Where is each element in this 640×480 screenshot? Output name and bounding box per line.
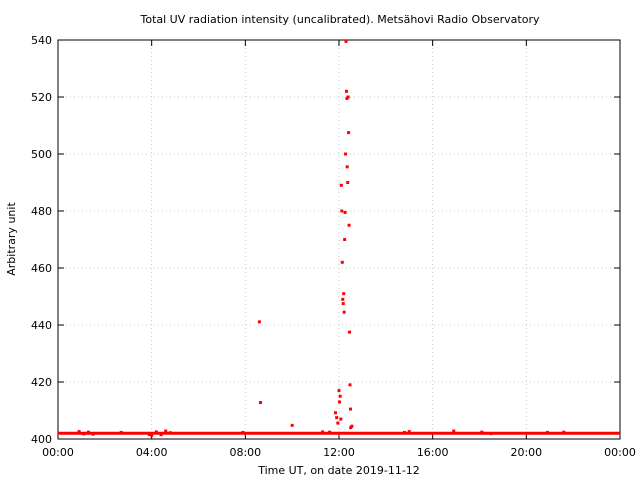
data-point xyxy=(342,292,346,296)
data-point xyxy=(545,430,549,434)
x-tick-label: 08:00 xyxy=(229,446,261,459)
data-point xyxy=(164,429,168,433)
y-tick-label: 420 xyxy=(31,376,52,389)
chart-title: Total UV radiation intensity (uncalibrat… xyxy=(140,13,540,26)
y-tick-label: 400 xyxy=(31,433,52,446)
data-point xyxy=(339,183,343,187)
x-tick-label: 20:00 xyxy=(510,446,542,459)
data-point xyxy=(341,302,345,306)
axis-ticks xyxy=(57,39,621,440)
data-point xyxy=(338,394,342,398)
plot-frame xyxy=(57,39,621,440)
y-axis-label: Arbitrary unit xyxy=(5,202,18,276)
data-point xyxy=(340,260,344,264)
data-point xyxy=(346,95,350,99)
y-tick-labels: 400 420 440 460 480 500 520 540 xyxy=(31,34,52,446)
data-point xyxy=(337,389,341,393)
data-point xyxy=(350,424,354,428)
y-tick-label: 480 xyxy=(31,205,52,218)
data-point xyxy=(343,238,347,241)
data-point xyxy=(321,430,325,434)
data-point xyxy=(345,165,349,169)
data-point xyxy=(168,431,172,435)
data-point xyxy=(348,330,352,334)
data-point xyxy=(159,433,163,437)
data-point xyxy=(337,400,341,404)
data-point xyxy=(344,39,348,43)
y-tick-label: 440 xyxy=(31,319,52,332)
data-point xyxy=(348,383,352,387)
data-point xyxy=(91,432,95,436)
data-point xyxy=(344,89,348,93)
data-point xyxy=(86,430,90,434)
data-point xyxy=(344,152,348,156)
y-tick-label: 520 xyxy=(31,91,52,104)
data-point xyxy=(257,320,261,324)
data-point xyxy=(342,310,346,314)
data-point xyxy=(340,209,344,213)
data-point xyxy=(562,430,566,434)
data-point xyxy=(407,430,411,434)
grid-lines xyxy=(58,40,620,439)
data-point xyxy=(343,210,347,214)
data-point xyxy=(290,423,294,427)
x-tick-label: 12:00 xyxy=(323,446,355,459)
data-point xyxy=(403,430,407,434)
data-point xyxy=(347,223,351,227)
y-tick-label: 460 xyxy=(31,262,52,275)
data-point xyxy=(150,433,154,437)
data-point xyxy=(336,421,340,425)
data-point xyxy=(339,417,343,421)
y-tick-label: 540 xyxy=(31,34,52,47)
data-point xyxy=(333,411,337,415)
uv-series xyxy=(58,39,620,437)
x-tick-label: 00:00 xyxy=(604,446,636,459)
data-point xyxy=(348,407,352,411)
y-tick-label: 500 xyxy=(31,148,52,161)
data-point xyxy=(259,401,263,405)
x-tick-label: 00:00 xyxy=(42,446,74,459)
data-point xyxy=(147,432,151,436)
data-point xyxy=(452,429,456,433)
x-tick-label: 16:00 xyxy=(417,446,449,459)
data-point xyxy=(82,432,86,436)
data-point xyxy=(119,430,123,434)
data-point xyxy=(346,181,350,184)
data-point xyxy=(335,416,339,420)
data-point xyxy=(489,432,493,436)
x-tick-labels: 00:00 04:00 08:00 12:00 16:00 20:00 00:00 xyxy=(42,446,636,459)
x-tick-label: 04:00 xyxy=(136,446,168,459)
x-axis-label: Time UT, on date 2019-11-12 xyxy=(257,464,420,477)
data-point xyxy=(77,430,81,434)
data-point xyxy=(347,131,351,135)
data-point xyxy=(241,430,245,434)
data-point xyxy=(154,430,158,434)
data-point xyxy=(341,297,345,301)
data-point xyxy=(328,430,332,434)
data-point xyxy=(480,430,484,434)
